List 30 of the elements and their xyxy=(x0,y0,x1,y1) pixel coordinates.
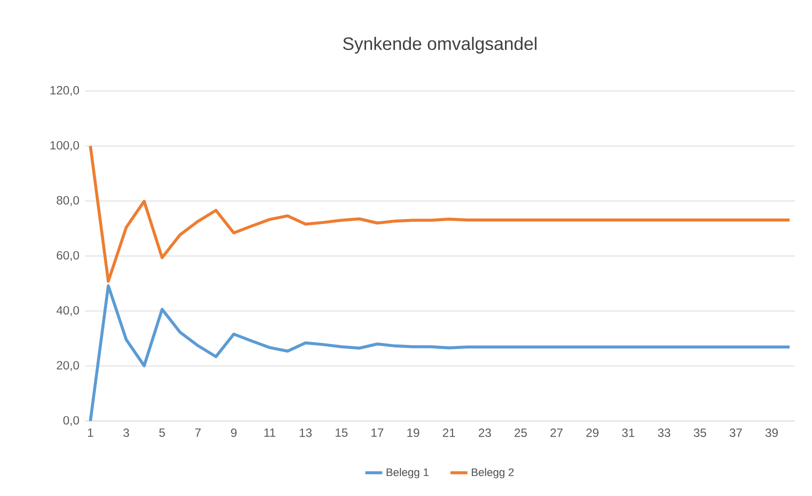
x-tick-label: 27 xyxy=(550,428,563,437)
x-tick-label: 1 xyxy=(88,428,94,437)
y-tick-label: 100,0 xyxy=(50,141,80,151)
x-tick-label: 39 xyxy=(766,428,778,437)
x-tick-label: 19 xyxy=(407,428,420,437)
x-tick-label: 15 xyxy=(336,428,348,437)
x-tick-label: 29 xyxy=(586,428,598,437)
x-tick-label: 33 xyxy=(658,428,670,437)
x-tick-label: 9 xyxy=(231,428,237,437)
x-tick-label: 25 xyxy=(514,428,527,437)
legend-label: Belegg 2 xyxy=(472,468,514,478)
x-tick-label: 17 xyxy=(372,428,384,437)
y-tick-label: 20,0 xyxy=(56,361,80,371)
legend-label: Belegg 1 xyxy=(386,468,428,478)
x-tick-label: 35 xyxy=(694,428,706,437)
x-tick-label: 3 xyxy=(123,428,130,437)
y-tick-label: 80,0 xyxy=(56,196,80,206)
x-tick-label: 31 xyxy=(622,428,634,437)
y-tick-label: 120,0 xyxy=(50,86,80,96)
x-tick-label: 37 xyxy=(730,428,742,437)
y-tick-label: 60,0 xyxy=(56,251,80,261)
y-tick-label: 0,0 xyxy=(63,416,80,426)
y-tick-label: 40,0 xyxy=(56,306,80,316)
x-tick-label: 13 xyxy=(300,428,312,437)
x-tick-label: 7 xyxy=(195,428,201,437)
chart-title: Synkende omvalgsandel xyxy=(343,36,536,54)
x-tick-label: 23 xyxy=(478,428,491,437)
x-tick-label: 11 xyxy=(264,428,276,437)
x-tick-label: 21 xyxy=(442,428,456,437)
x-tick-label: 5 xyxy=(159,428,165,437)
